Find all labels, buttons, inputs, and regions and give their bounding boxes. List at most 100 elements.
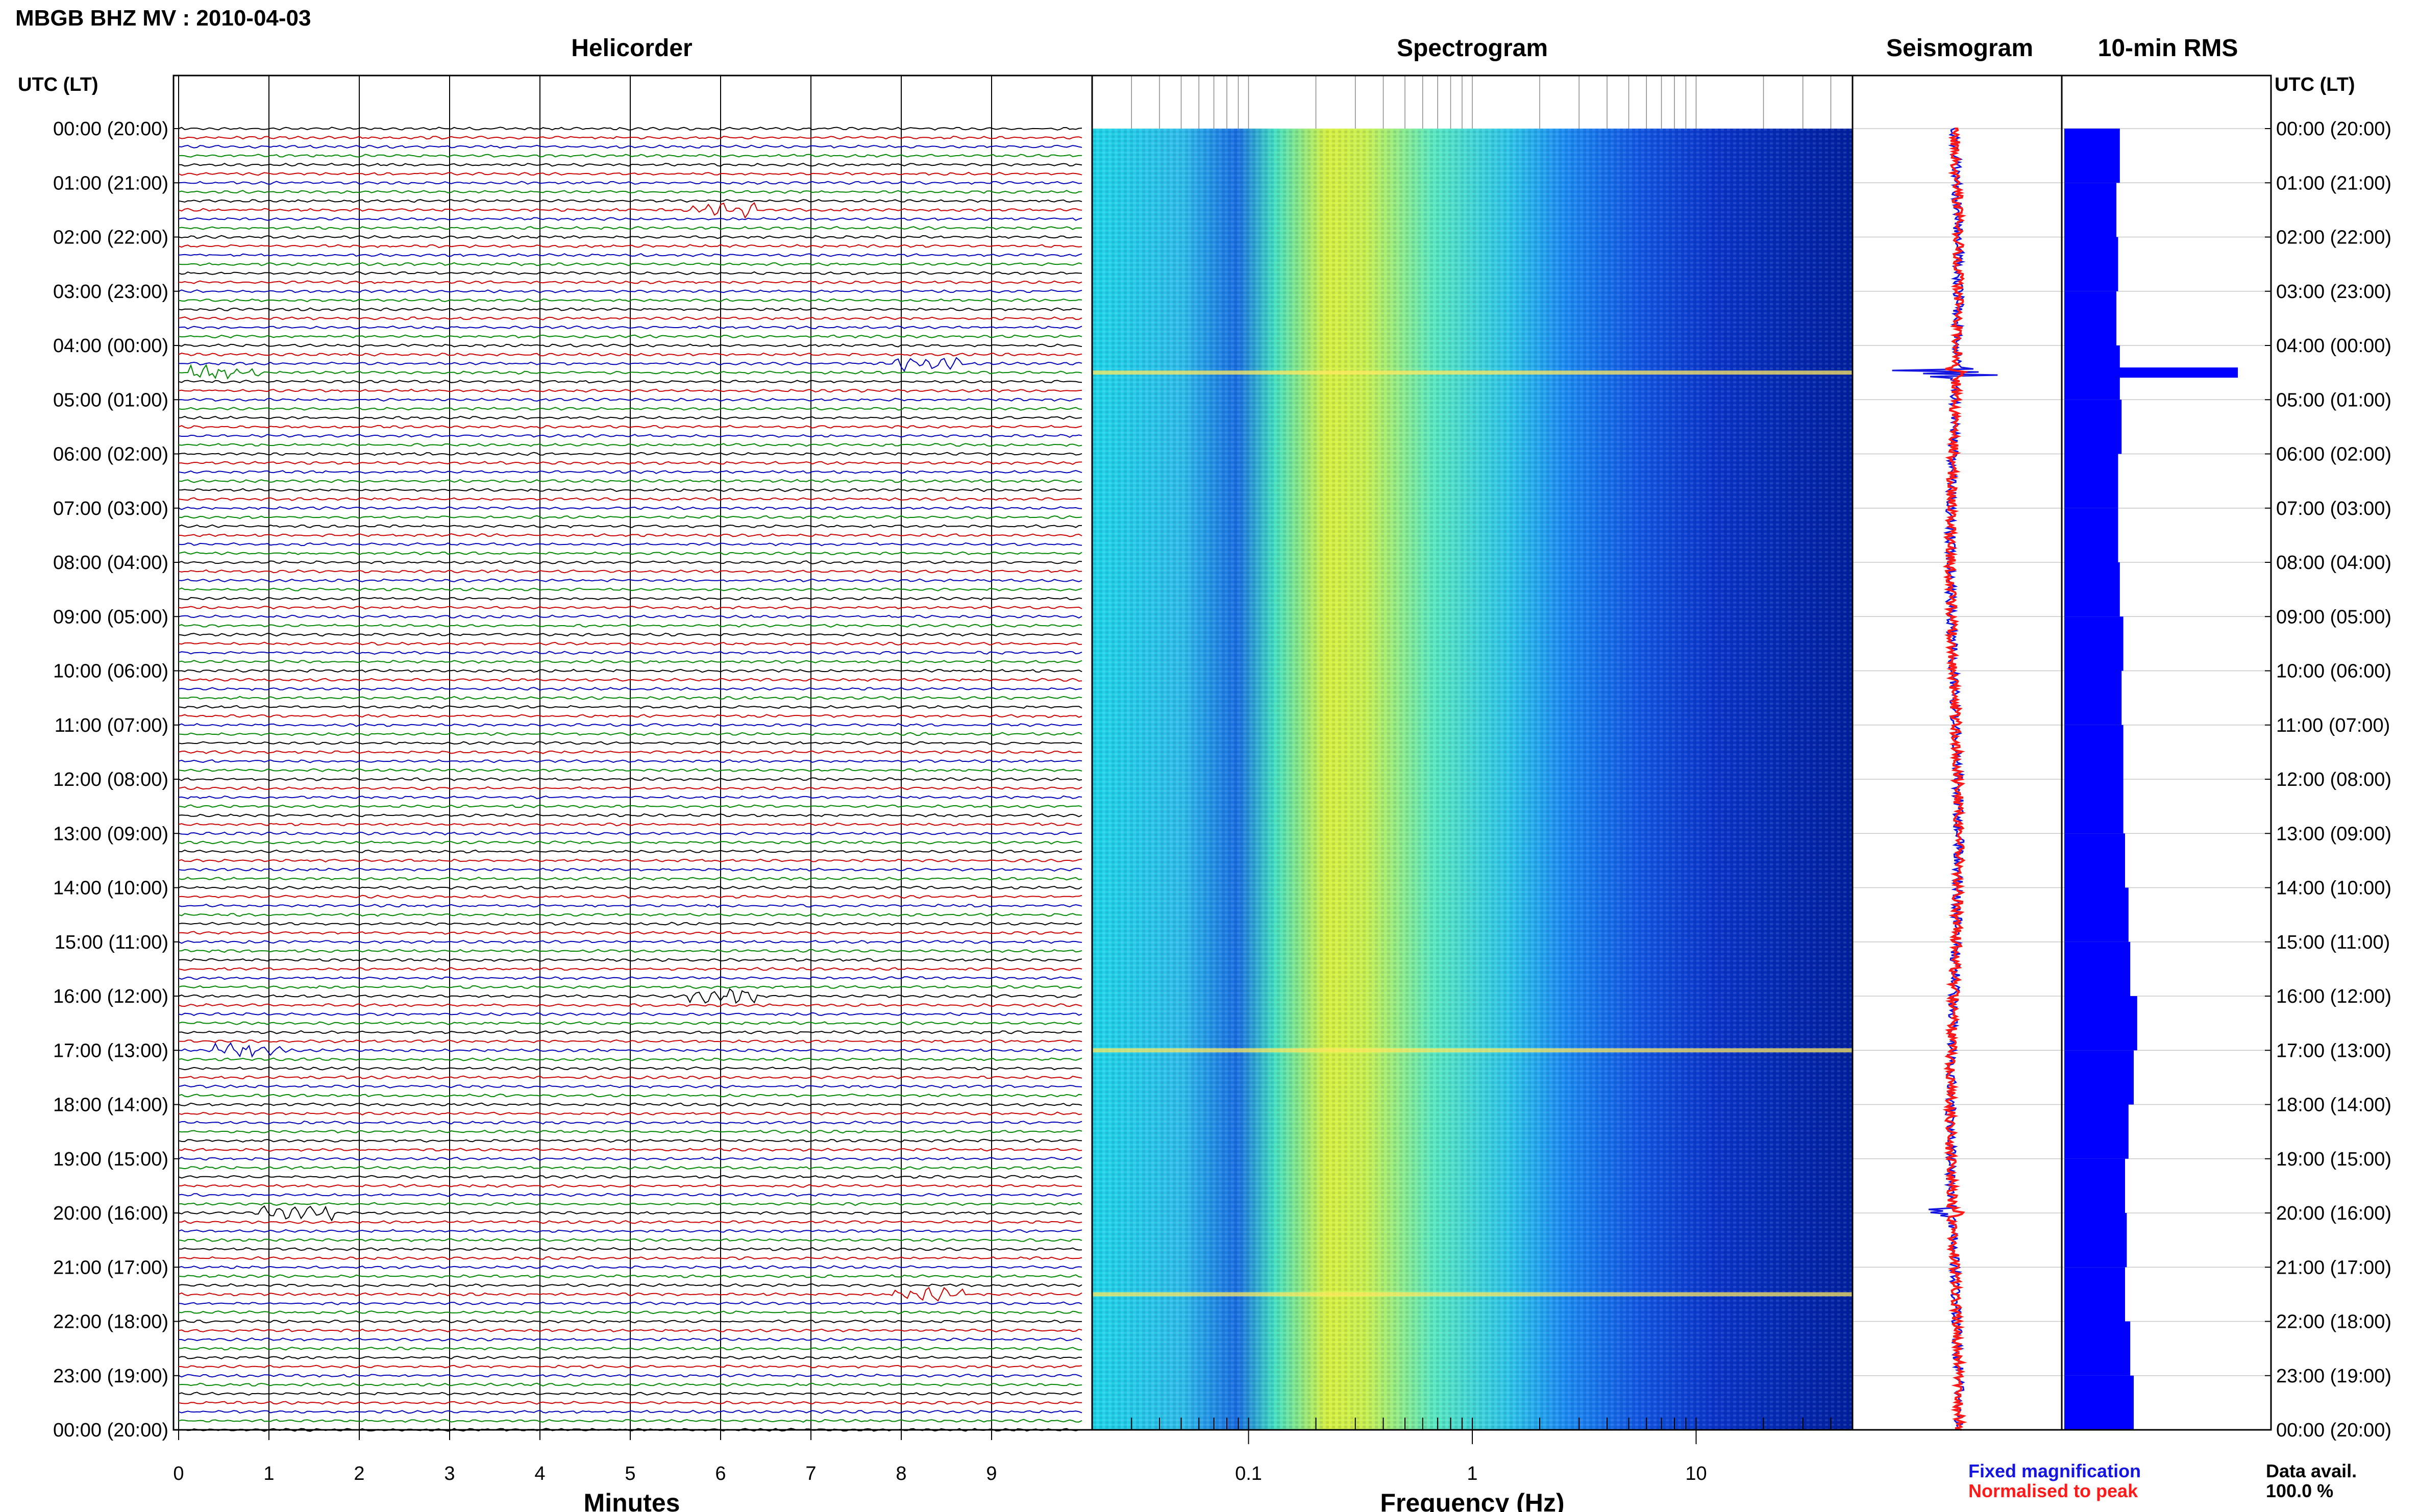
helicorder-trace: [178, 804, 1082, 808]
helicorder-trace: [178, 578, 1082, 583]
helicorder-trace: [178, 357, 1082, 372]
helicorder-trace: [178, 831, 1082, 836]
legend-fixed: Fixed magnification: [1968, 1460, 2141, 1481]
helicorder-trace: [178, 1057, 1082, 1061]
helicorder-trace: [178, 388, 1082, 393]
time-tick-label-left: 06:00 (02:00): [53, 444, 168, 465]
time-tick-label-right: 23:00 (19:00): [2276, 1366, 2391, 1387]
helicorder-trace: [178, 885, 1082, 890]
helicorder-trace: [178, 443, 1082, 447]
time-axis-label-right: UTC (LT): [2275, 74, 2355, 95]
helicorder-trace: [178, 786, 1082, 790]
helicorder-trace: [178, 822, 1082, 827]
time-tick-label-right: 20:00 (16:00): [2276, 1203, 2391, 1224]
helicorder-trace: [178, 687, 1082, 691]
helicorder-trace: [178, 659, 1082, 664]
helicorder-trace: [178, 1121, 1082, 1125]
helicorder-trace: [178, 542, 1082, 547]
helicorder-trace: [178, 1373, 1082, 1378]
time-tick-label-left: 04:00 (00:00): [53, 335, 168, 357]
helicorder-trace: [178, 154, 1082, 158]
helicorder-trace: [178, 190, 1082, 194]
rms-bar: [2064, 1104, 2129, 1159]
helicorder-trace: [178, 244, 1082, 249]
helicorder-trace: [178, 1238, 1082, 1243]
helicorder-trace: [178, 488, 1082, 492]
figure-title: MBGB BHZ MV : 2010-04-03: [15, 6, 311, 31]
minute-tick-label: 8: [896, 1463, 906, 1484]
time-tick-label-left: 12:00 (08:00): [53, 769, 168, 790]
time-tick-label-right: 17:00 (13:00): [2276, 1040, 2391, 1061]
helicorder-trace: [178, 1247, 1082, 1251]
time-tick-label-right: 06:00 (02:00): [2276, 444, 2391, 465]
helicorder-trace: [178, 1365, 1082, 1369]
spectrogram-event-band: [1092, 1292, 1853, 1297]
time-tick-label-left: 16:00 (12:00): [53, 986, 168, 1007]
helicorder-trace: [178, 1111, 1082, 1116]
helicorder-trace: [178, 1156, 1082, 1161]
rms-bar: [2064, 833, 2125, 888]
time-tick-label-left: 15:00 (11:00): [55, 932, 168, 953]
helicorder-trace: [178, 795, 1082, 800]
helicorder-trace: [178, 696, 1082, 700]
helicorder-trace: [178, 723, 1082, 727]
helicorder-trace: [178, 1409, 1082, 1414]
helicorder-trace: [178, 253, 1082, 257]
time-tick-label-left: 17:00 (13:00): [53, 1040, 168, 1061]
helicorder-trace: [178, 759, 1082, 763]
helicorder-trace: [178, 624, 1082, 628]
helicorder-trace: [178, 732, 1082, 736]
availability-value: 100.0 %: [2266, 1480, 2333, 1501]
helicorder-trace: [178, 614, 1082, 619]
minute-tick-label: 6: [715, 1463, 726, 1484]
helicorder-trace: [178, 1148, 1082, 1152]
time-axis-label-left: UTC (LT): [18, 74, 98, 95]
helicorder-title: Helicorder: [571, 35, 692, 62]
helicorder-trace: [178, 1093, 1082, 1098]
helicorder-trace: [178, 398, 1082, 402]
helicorder-trace: [178, 931, 1082, 935]
helicorder-trace: [178, 171, 1082, 176]
rms-bar: [2064, 1158, 2125, 1213]
rms-bar: [2064, 1213, 2127, 1268]
rms-bar: [2064, 1267, 2125, 1322]
helicorder-trace: [178, 849, 1082, 854]
helicorder-trace: [178, 352, 1082, 357]
helicorder-trace: [178, 280, 1082, 284]
time-tick-label-left: 20:00 (16:00): [53, 1203, 168, 1224]
helicorder-trace: [178, 434, 1082, 438]
seismogram-title: Seismogram: [1886, 35, 2033, 62]
helicorder-trace: [178, 343, 1082, 348]
helicorder-trace: [178, 533, 1082, 537]
helicorder-trace: [178, 1129, 1082, 1134]
rms-bar: [2064, 725, 2124, 779]
time-tick-label-left: 08:00 (04:00): [53, 552, 168, 574]
time-tick-label-right: 01:00 (21:00): [2276, 172, 2391, 194]
helicorder-trace: [178, 958, 1082, 962]
helicorder-trace: [178, 1337, 1082, 1342]
helicorder-trace: [178, 1256, 1082, 1260]
time-tick-label-right: 00:00 (20:00): [2276, 1420, 2391, 1441]
helicorder-trace: [178, 1401, 1082, 1405]
rms-title: 10-min RMS: [2098, 35, 2238, 62]
time-tick-label-right: 00:00 (20:00): [2276, 118, 2391, 140]
rms-bar: [2064, 941, 2131, 996]
helicorder-trace: [178, 1075, 1082, 1080]
helicorder-trace: [178, 867, 1082, 872]
helicorder-trace: [178, 271, 1082, 276]
time-tick-label-left: 10:00 (06:00): [53, 661, 168, 682]
spectrogram-xlabel: Frequency (Hz): [1380, 1489, 1564, 1512]
time-tick-label-right: 14:00 (10:00): [2276, 878, 2391, 899]
spectrogram-title: Spectrogram: [1397, 35, 1548, 62]
helicorder-trace: [178, 1286, 1082, 1302]
time-tick-label-left: 23:00 (19:00): [53, 1366, 168, 1387]
helicorder-trace: [178, 461, 1082, 465]
helicorder-trace: [178, 1003, 1082, 1007]
helicorder-trace: [178, 262, 1082, 266]
helicorder-trace: [178, 1084, 1082, 1089]
availability-label: Data avail.: [2266, 1460, 2357, 1481]
rms-bar: [2064, 183, 2116, 237]
rms-bar: [2064, 454, 2118, 508]
helicorder-trace: [178, 1205, 1082, 1222]
minute-tick-label: 5: [625, 1463, 635, 1484]
